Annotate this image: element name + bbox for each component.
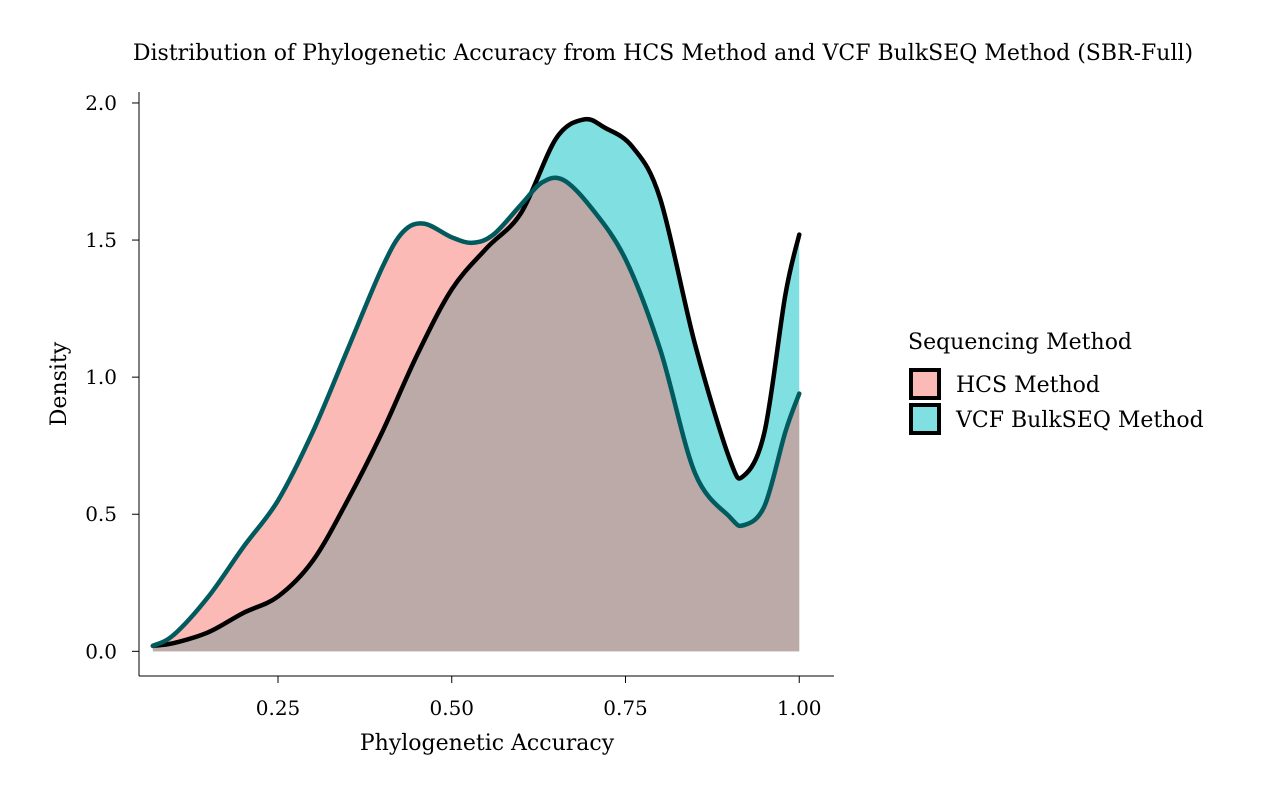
chart-title: Distribution of Phylogenetic Accuracy fr… [133,41,1193,66]
legend-label-vcf: VCF BulkSEQ Method [955,408,1204,433]
x-tick-label: 0.50 [429,696,474,720]
density-area-hcs [152,177,800,652]
y-tick-label: 0.5 [85,502,117,526]
legend-swatch-hcs [909,368,941,400]
plot-area [150,116,802,652]
y-tick-label: 2.0 [85,91,117,115]
y-axis-ticks: 0.0 0.5 1.0 1.5 2.0 [85,91,139,663]
density-line-hcs [150,175,802,649]
legend-swatch-vcf [909,403,941,435]
x-tick-label: 1.00 [777,696,822,720]
legend-label-hcs: HCS Method [956,373,1100,398]
legend: Sequencing Method HCS Method VCF BulkSEQ… [908,330,1204,435]
y-axis-label: Density [47,341,72,426]
x-axis-ticks: 0.25 0.50 0.75 1.00 [256,676,822,720]
x-tick-label: 0.25 [256,696,301,720]
y-tick-label: 1.0 [85,365,117,389]
y-tick-label: 1.5 [85,228,117,252]
legend-title: Sequencing Method [908,330,1132,355]
x-tick-label: 0.75 [603,696,648,720]
x-axis-label: Phylogenetic Accuracy [360,731,615,756]
y-tick-label: 0.0 [85,639,117,663]
